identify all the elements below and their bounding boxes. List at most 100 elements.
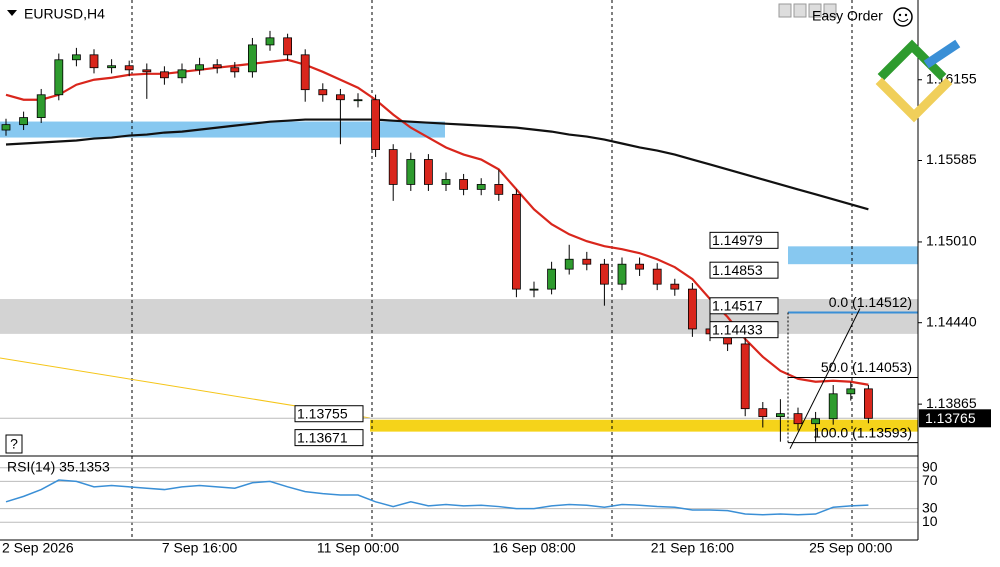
smiley-eye <box>904 13 908 17</box>
candle-body <box>177 69 187 79</box>
candle-body <box>195 64 205 71</box>
zone <box>370 419 918 432</box>
level-box <box>709 321 779 339</box>
trade-buttons <box>778 3 837 18</box>
candle-body <box>740 343 750 410</box>
candle-body <box>635 263 644 270</box>
candle-body <box>36 94 46 118</box>
zone <box>0 121 445 138</box>
logo-blue <box>923 39 961 69</box>
level-box <box>294 429 364 447</box>
rsi-tick-label: 90 <box>922 459 938 475</box>
menu-arrow[interactable] <box>7 10 17 16</box>
candle-body <box>423 159 433 185</box>
candle-body <box>300 54 310 91</box>
candle-body <box>265 37 275 46</box>
candle-body <box>19 117 29 126</box>
zone <box>0 299 918 334</box>
candle-body <box>600 263 609 285</box>
candle-body <box>776 413 785 418</box>
moving-average <box>5 118 869 211</box>
candle-body <box>793 413 803 425</box>
candle-body <box>652 268 662 285</box>
candle-body <box>459 179 469 190</box>
button[interactable] <box>823 3 837 18</box>
y-tick-label: 1.15010 <box>926 233 977 249</box>
rsi-tick-label: 10 <box>922 513 938 529</box>
level-label: 1.13755 <box>297 405 348 421</box>
plot: 0.0 (1.14512) 50.0 (1.14053) 100.0 (1.1359… <box>0 30 918 523</box>
level-box <box>709 261 779 279</box>
candle-body <box>283 37 293 56</box>
current-price-box <box>919 409 991 428</box>
x-tick-label: 2 Sep 2026 <box>2 540 74 556</box>
smiley-mouth <box>897 18 909 22</box>
zone <box>788 246 918 265</box>
fib-label: 100.0 (1.13593) <box>813 424 912 440</box>
level-label: 1.13671 <box>297 429 348 445</box>
candle-body <box>1 124 11 131</box>
smiley[interactable] <box>893 7 913 27</box>
candle-body <box>54 59 64 96</box>
candle-body <box>758 408 768 418</box>
level-label: 1.14979 <box>712 232 763 248</box>
candle-body <box>582 258 592 265</box>
axes: 1.161551.155851.150101.144401.138651.137… <box>2 70 991 556</box>
help-text[interactable]: ? <box>10 436 18 452</box>
candle-body <box>864 388 873 419</box>
symbol-title: EURUSD,H4 <box>24 6 105 22</box>
candle-body <box>688 288 697 330</box>
y-tick-label: 1.15585 <box>926 151 977 167</box>
x-tick-label: 11 Sep 00:00 <box>317 540 399 556</box>
candle-body <box>406 159 416 185</box>
logo-yellow <box>875 77 953 123</box>
candle-body <box>124 65 134 71</box>
candle-body <box>388 149 398 185</box>
x-tick-label: 21 Sep 16:00 <box>651 540 735 556</box>
candle-body <box>230 67 240 73</box>
button[interactable] <box>793 3 807 18</box>
candle-body <box>335 94 345 101</box>
candle-body <box>512 193 521 290</box>
current-price-label: 1.13765 <box>925 410 976 426</box>
candle-body <box>72 54 81 61</box>
candle-body <box>846 388 856 395</box>
fib-label: 0.0 (1.14512) <box>829 294 912 310</box>
level-label: 1.14853 <box>712 262 763 278</box>
candle-body <box>353 99 363 102</box>
level-box <box>709 297 779 315</box>
level-label: 1.14433 <box>712 321 763 337</box>
smiley-eye <box>898 13 902 17</box>
help-button[interactable] <box>5 434 23 454</box>
candle-body <box>670 283 680 290</box>
period-separators <box>131 0 853 540</box>
candle-body <box>247 44 257 73</box>
rsi-tick-label: 30 <box>922 499 938 515</box>
x-tick-label: 7 Sep 16:00 <box>162 540 238 556</box>
level-box <box>294 405 364 423</box>
candle-body <box>828 393 838 420</box>
candle-body <box>142 69 152 73</box>
candle-body <box>318 89 328 96</box>
candle-body <box>212 64 222 69</box>
candle-body <box>107 65 116 69</box>
level-box <box>709 231 779 249</box>
candle-body <box>564 258 574 270</box>
easy-order[interactable]: Easy Order <box>812 8 883 24</box>
candle-body <box>89 54 99 69</box>
candle-body <box>476 184 486 190</box>
candle-body <box>547 268 556 290</box>
y-tick-label: 1.14440 <box>926 313 977 329</box>
fib-anchor <box>789 308 861 449</box>
candle-body <box>371 99 381 150</box>
button[interactable] <box>808 3 822 18</box>
candle-body <box>529 288 539 291</box>
button[interactable] <box>778 3 792 18</box>
candle-body <box>494 184 504 195</box>
x-tick-label: 16 Sep 08:00 <box>492 540 576 556</box>
candle-body <box>159 71 169 79</box>
rsi-tick-label: 70 <box>922 472 938 488</box>
x-tick-label: 25 Sep 00:00 <box>809 540 893 556</box>
